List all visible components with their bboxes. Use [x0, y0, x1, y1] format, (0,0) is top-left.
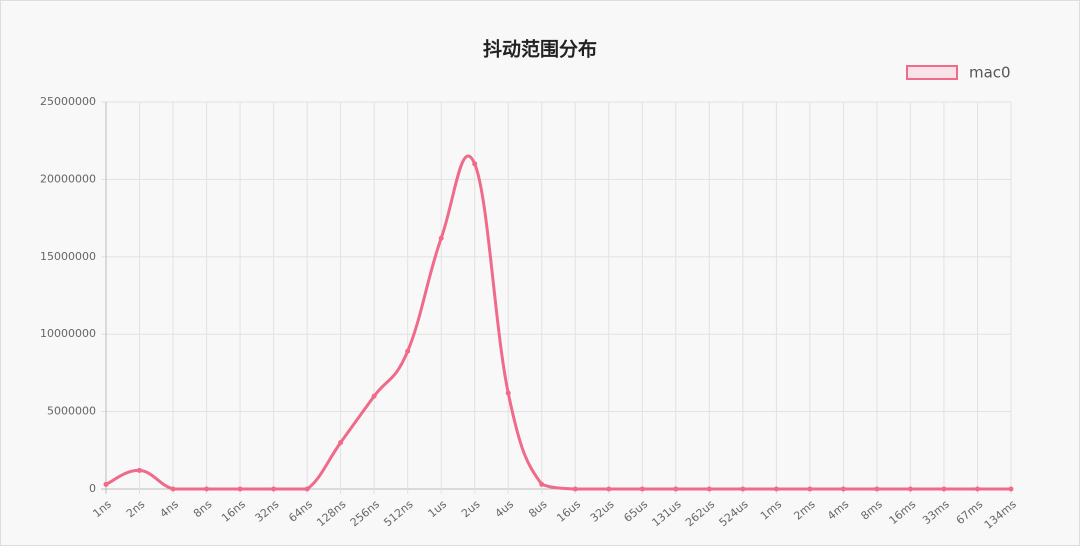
x-tick-label: 4ms [825, 497, 852, 522]
x-tick-label: 262us [683, 497, 717, 529]
point [405, 348, 411, 354]
x-tick-label: 4ns [157, 497, 181, 520]
point [304, 486, 310, 492]
point [103, 481, 109, 487]
x-tick-label: 2ns [124, 497, 148, 520]
point [539, 481, 545, 487]
point [807, 486, 813, 492]
point [237, 486, 243, 492]
point [204, 486, 210, 492]
x-tick-label: 1ns [90, 497, 114, 520]
point [170, 486, 176, 492]
x-tick-label: 2ms [791, 497, 818, 522]
x-tick-label: 33ms [920, 497, 952, 527]
line [105, 154, 1011, 491]
x-tick-label: 128ns [314, 497, 348, 529]
y-tick-label: 15000000 [40, 250, 96, 263]
point [438, 235, 444, 241]
point [639, 486, 645, 492]
x-tick-label: 524us [717, 497, 751, 529]
point [740, 486, 746, 492]
x-tick-label: 131us [649, 497, 683, 529]
x-tick-label: 134ms [982, 497, 1019, 531]
point [472, 161, 478, 167]
x-tick-label: 2us [459, 497, 483, 520]
x-tick-label: 32us [588, 497, 617, 524]
point [338, 440, 344, 446]
legend-label: mac0 [969, 64, 1011, 82]
point [941, 486, 947, 492]
x-tick-label: 8us [526, 497, 550, 520]
y-tick-label: 10000000 [40, 327, 96, 340]
point [137, 467, 143, 473]
x-tick-label: 512ns [381, 497, 415, 529]
legend-swatch [906, 65, 958, 80]
point [706, 486, 712, 492]
point [606, 486, 612, 492]
x-tick-label: 16ms [887, 497, 919, 527]
point [907, 486, 913, 492]
x-tick-label: 1ms [758, 497, 785, 522]
x-tick-label: 64ns [286, 497, 315, 524]
point [673, 486, 679, 492]
x-tick-label: 8ms [858, 497, 885, 522]
x-tick-label: 4us [493, 497, 517, 520]
point [505, 390, 511, 396]
chart-title: 抖动范围分布 [483, 38, 597, 61]
y-tick-label: 0 [89, 482, 96, 495]
point [572, 486, 578, 492]
point [773, 486, 779, 492]
y-tick-label: 20000000 [40, 172, 96, 185]
x-tick-label: 256ns [348, 497, 382, 529]
point [974, 486, 980, 492]
point [874, 486, 880, 492]
x-tick-label: 16ns [219, 497, 248, 524]
point [1008, 486, 1014, 492]
x-tick-label: 32ns [253, 497, 282, 524]
point [271, 486, 277, 492]
point [840, 486, 846, 492]
y-tick-label: 5000000 [47, 405, 96, 418]
x-tick-label: 65us [621, 497, 650, 524]
x-tick-label: 67ms [954, 497, 986, 527]
x-tick-label: 1us [426, 497, 450, 520]
y-tick-label: 25000000 [40, 95, 96, 108]
x-tick-label: 16us [554, 497, 583, 524]
x-tick-label: 8ns [191, 497, 215, 520]
point [371, 393, 377, 399]
